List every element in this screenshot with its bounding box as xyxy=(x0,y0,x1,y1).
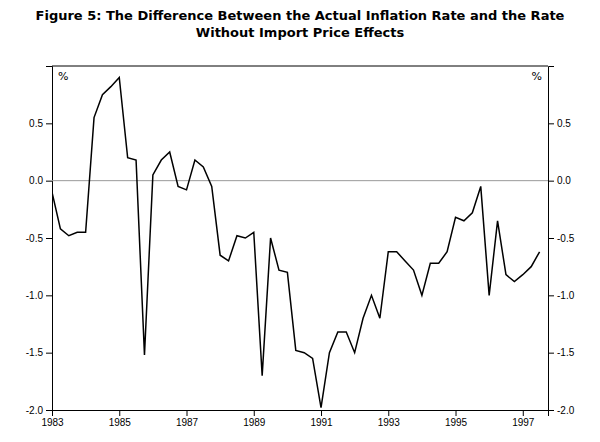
y2-tick-label: -1.0 xyxy=(557,290,575,301)
y2-axis-line xyxy=(549,67,555,411)
x-tick-mark xyxy=(523,410,524,416)
y-tick: 0.0 xyxy=(29,175,52,186)
x-tick: 1983 xyxy=(41,410,64,428)
y2-tick-mark xyxy=(548,238,554,239)
y2-tick-mark xyxy=(548,295,554,296)
y2-tick-label: -0.5 xyxy=(557,233,575,244)
y-tick-mark xyxy=(46,123,52,124)
x-tick: 1985 xyxy=(109,410,132,428)
x-tick-label: 1983 xyxy=(41,417,64,428)
x-tick-label: 1987 xyxy=(176,417,199,428)
y2-tick-label: 0.5 xyxy=(557,118,571,129)
y2-tick-label: -2.0 xyxy=(557,405,575,416)
x-tick-mark xyxy=(187,410,188,416)
x-tick-label: 1985 xyxy=(109,417,132,428)
y2-tick: 0.5 xyxy=(548,118,571,129)
y-tick-mark xyxy=(46,181,52,182)
y-tick: -2.0 xyxy=(26,405,52,416)
y2-tick-mark xyxy=(548,181,554,182)
y-label: % xyxy=(58,70,68,83)
line xyxy=(52,77,540,407)
y-axis: -2.0 -1.5 -1.0 -0.5 0.0 0.5 xyxy=(26,67,53,416)
title: Figure 5: The Difference Between the Act… xyxy=(36,8,565,40)
y-tick: -1.5 xyxy=(26,347,52,358)
y-tick-label: -0.5 xyxy=(26,233,44,244)
y-tick: -1.0 xyxy=(26,290,52,301)
x-tick-mark xyxy=(254,410,255,416)
y-tick-label: -1.5 xyxy=(26,347,44,358)
chart: Figure 5: The Difference Between the Act… xyxy=(0,0,600,442)
y-tick: 0.5 xyxy=(29,118,52,129)
y2-tick-label: -1.5 xyxy=(557,347,575,358)
y-tick-label: 0.0 xyxy=(29,175,43,186)
y-tick-label: -2.0 xyxy=(26,405,44,416)
y-tick: -0.5 xyxy=(26,233,52,244)
y-tick-mark xyxy=(46,353,52,354)
y-tick-mark xyxy=(46,295,52,296)
x-tick: 1989 xyxy=(243,410,266,428)
plot-area: 1983 1985 1987 1989 1991 1993 1995 1997 -2.0 -1.5… xyxy=(26,66,575,428)
y-tick-label: -1.0 xyxy=(26,290,44,301)
y2-tick: -2.0 xyxy=(548,405,575,416)
x-axis-line xyxy=(53,411,549,417)
x-tick-label: 1993 xyxy=(378,417,401,428)
x-tick: 1991 xyxy=(310,410,333,428)
y-axis-line xyxy=(46,67,53,411)
y2-tick: -1.0 xyxy=(548,290,575,301)
x-tick-mark xyxy=(321,410,322,416)
y-tick-mark xyxy=(46,238,52,239)
y-tick-label: 0.5 xyxy=(29,118,43,129)
y2-tick: 0.0 xyxy=(548,175,571,186)
y2-tick-mark xyxy=(548,353,554,354)
x-tick-label: 1997 xyxy=(512,417,535,428)
y2-tick-mark xyxy=(548,123,554,124)
x-tick-mark xyxy=(456,410,457,416)
x-tick-label: 1989 xyxy=(243,417,266,428)
y-tick-mark xyxy=(46,410,52,411)
x-axis: 1983 1985 1987 1989 1991 1993 1995 1997 xyxy=(41,410,548,428)
x-tick-label: 1995 xyxy=(445,417,468,428)
x-tick: 1995 xyxy=(445,410,468,428)
x-tick-label: 1991 xyxy=(310,417,333,428)
frame-top xyxy=(52,66,548,67)
y2-tick: -1.5 xyxy=(548,347,575,358)
reference-line xyxy=(52,180,548,181)
x-tick-mark xyxy=(388,410,389,416)
y2-tick-label: 0.0 xyxy=(557,175,571,186)
x-tick: 1993 xyxy=(378,410,401,428)
y2-tick-mark xyxy=(548,410,554,411)
y2-axis: -2.0 -1.5 -1.0 -0.5 0.0 0.5 xyxy=(548,67,575,416)
x-tick: 1997 xyxy=(512,410,535,428)
marks xyxy=(52,77,548,407)
x-tick-mark xyxy=(119,410,120,416)
x-tick: 1987 xyxy=(176,410,199,428)
y2-label: % xyxy=(532,70,542,83)
y2-tick: -0.5 xyxy=(548,233,575,244)
